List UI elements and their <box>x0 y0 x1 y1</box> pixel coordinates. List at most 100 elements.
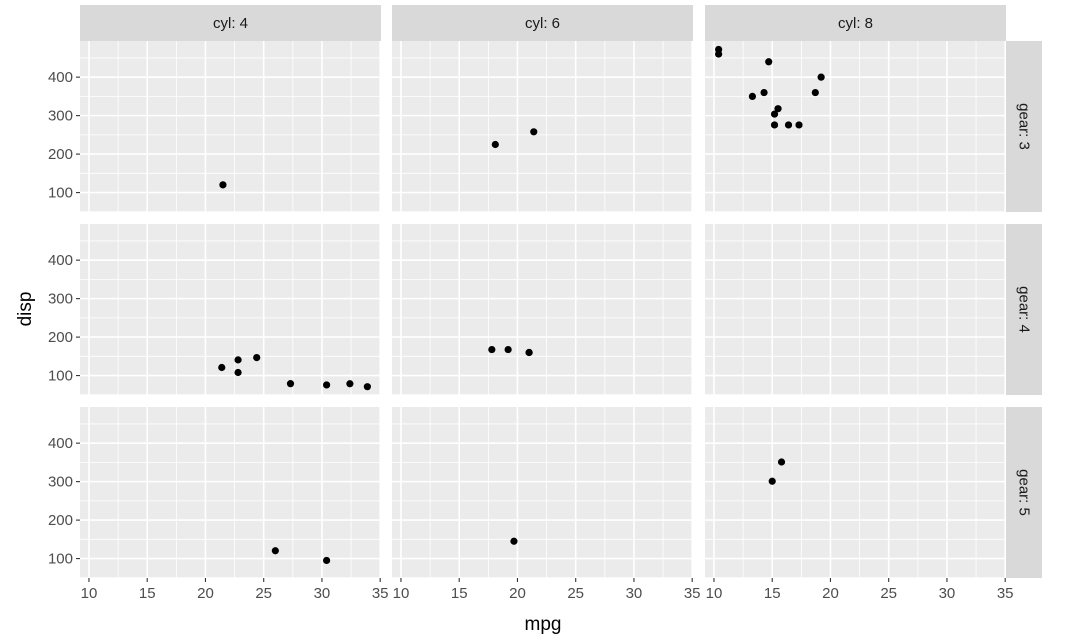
y-tick-label: 100 <box>48 368 73 385</box>
panel-r2-c2 <box>392 224 693 396</box>
col-strip <box>705 5 1006 41</box>
panel-background <box>705 407 1006 578</box>
y-tick-label: 400 <box>48 69 73 86</box>
y-tick-label: 100 <box>48 551 73 568</box>
panel-background <box>705 41 1006 212</box>
x-tick-label: 10 <box>706 585 723 602</box>
data-point <box>715 50 723 58</box>
data-point <box>760 88 768 97</box>
panel-background <box>705 224 1006 395</box>
panel-background <box>80 224 381 395</box>
data-point <box>286 380 295 388</box>
x-tick-label: 30 <box>314 585 331 602</box>
data-point <box>817 73 825 81</box>
y-axis-title: disp <box>15 292 36 327</box>
points-r3-c2 <box>510 537 518 545</box>
x-tick-label: 35 <box>997 585 1014 602</box>
data-point <box>488 345 496 354</box>
y-tick-label: 400 <box>48 435 73 452</box>
data-point <box>768 477 776 485</box>
axes-layer: 100 200 300 400 100 200 300 400 100 200 300 400 10 15… <box>48 69 1014 602</box>
data-point <box>253 354 261 362</box>
data-point <box>234 356 242 364</box>
points-r2-c1 <box>218 354 371 391</box>
panel-r3-c2 <box>392 407 693 579</box>
data-point <box>765 58 773 66</box>
panel-background <box>392 224 693 395</box>
y-tick-label: 300 <box>48 291 73 308</box>
row-strip-label: gear: 3 <box>1016 103 1033 150</box>
data-point <box>218 363 226 372</box>
data-point <box>525 348 533 357</box>
x-tick-label: 30 <box>626 585 643 602</box>
strips-layer: cyl: 4 cyl: 6 cyl: 8 gear: 3 gear: 4 gear: 5 <box>80 5 1042 578</box>
panel-r3-c3 <box>705 407 1006 579</box>
data-point <box>784 121 793 129</box>
x-tick-label: 20 <box>509 585 526 602</box>
panel-background <box>392 407 693 578</box>
panel-r1-c3 <box>705 41 1006 213</box>
col-strip <box>80 5 381 41</box>
x-tick-label: 25 <box>567 585 584 602</box>
data-point <box>323 556 331 565</box>
data-point <box>774 105 782 113</box>
data-point <box>795 121 803 129</box>
panel-r1-c1 <box>80 41 381 213</box>
row-strip <box>1006 407 1042 578</box>
data-point <box>271 547 279 555</box>
panel-r1-c2 <box>392 41 693 213</box>
panel-background <box>392 41 693 212</box>
col-strip-label: cyl: 6 <box>525 15 560 32</box>
data-point <box>530 128 538 136</box>
row-strip <box>1006 224 1042 395</box>
panels-layer <box>80 41 1006 579</box>
x-tick-label: 15 <box>451 585 468 602</box>
y-tick-label: 200 <box>48 329 73 346</box>
data-point <box>219 181 227 189</box>
points-r1-c2 <box>491 128 538 149</box>
x-tick-label: 10 <box>393 585 410 602</box>
data-point <box>510 537 518 545</box>
col-strip-label: cyl: 4 <box>213 15 248 32</box>
data-point <box>363 383 371 391</box>
col-strip-label: cyl: 8 <box>838 15 873 32</box>
y-tick-label: 300 <box>48 474 73 491</box>
x-axis-title: mpg <box>525 614 562 635</box>
points-r3-c3 <box>768 458 786 485</box>
row-strip <box>1006 41 1042 212</box>
x-tick-label: 35 <box>684 585 701 602</box>
y-tick-label: 200 <box>48 146 73 163</box>
y-tick-label: 400 <box>48 252 73 269</box>
x-tick-label: 30 <box>939 585 956 602</box>
row-strip-label: gear: 4 <box>1016 286 1033 333</box>
data-point <box>491 140 499 149</box>
y-tick-label: 300 <box>48 108 73 125</box>
data-point <box>504 345 512 354</box>
data-point <box>770 110 779 118</box>
data-point <box>346 380 354 388</box>
x-tick-label: 15 <box>139 585 156 602</box>
data-point <box>770 121 779 129</box>
points-r2-c2 <box>488 345 533 357</box>
row-strip-label: gear: 5 <box>1016 469 1033 516</box>
x-tick-label: 25 <box>880 585 897 602</box>
panel-r2-c1 <box>80 224 381 396</box>
data-point <box>811 88 819 97</box>
x-tick-label: 15 <box>764 585 781 602</box>
panel-r3-c1 <box>80 407 381 579</box>
points-r1-c3 <box>715 45 825 129</box>
x-tick-label: 20 <box>822 585 839 602</box>
x-tick-label: 25 <box>255 585 272 602</box>
panel-r2-c3 <box>705 224 1006 396</box>
panel-background <box>80 41 381 212</box>
y-tick-label: 100 <box>48 185 73 202</box>
points-r3-c1 <box>271 547 331 565</box>
data-point <box>777 458 786 466</box>
data-point <box>323 381 331 389</box>
col-strip <box>392 5 693 41</box>
data-point <box>748 92 757 100</box>
y-tick-label: 200 <box>48 512 73 529</box>
panel-background <box>80 407 381 578</box>
x-tick-label: 10 <box>81 585 98 602</box>
